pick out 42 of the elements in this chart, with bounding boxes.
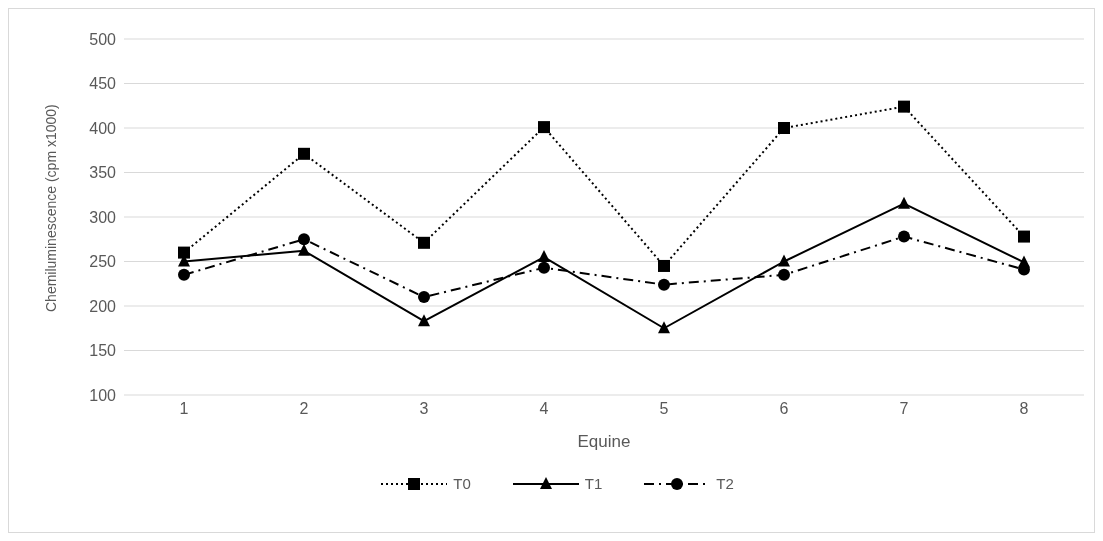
- point: [418, 236, 430, 249]
- x-tick-label: 6: [779, 400, 789, 418]
- point: [778, 268, 790, 281]
- y-tick-label: 350: [89, 164, 117, 182]
- point: [898, 196, 910, 209]
- point: [658, 278, 670, 291]
- x-tick-label: 7: [899, 400, 909, 418]
- y-tick-label: 500: [89, 30, 117, 48]
- point: [178, 268, 190, 281]
- x-tick-label: 2: [299, 400, 309, 418]
- point: [418, 291, 430, 304]
- y-tick-label: 300: [89, 208, 117, 226]
- point: [778, 254, 790, 267]
- y-tick-label: 200: [89, 297, 117, 315]
- point: [418, 314, 430, 327]
- point: [538, 261, 550, 274]
- y-tick-label: 400: [89, 119, 117, 137]
- y-tick-label: 250: [89, 253, 117, 271]
- x-axis-title: Equine: [577, 432, 631, 451]
- point: [298, 147, 310, 160]
- point: [1018, 230, 1030, 243]
- point: [538, 250, 550, 263]
- y-tick-label: 150: [89, 342, 117, 360]
- legend-label: T1: [584, 475, 603, 492]
- y-tick-label: 100: [89, 386, 117, 404]
- x-tick-label: 3: [419, 400, 429, 418]
- point: [778, 122, 790, 134]
- x-tick-label: 1: [179, 400, 189, 418]
- x-tick-label: 5: [659, 400, 669, 418]
- point: [538, 121, 550, 134]
- y-axis-title: Chemiluminescence (cpm x1000): [42, 104, 59, 312]
- point: [898, 100, 910, 113]
- x-tick-label: 4: [539, 400, 549, 418]
- x-tick-label: 8: [1019, 400, 1029, 418]
- y-tick-label: 450: [89, 75, 117, 93]
- legend-label: T0: [453, 475, 471, 492]
- point: [298, 233, 310, 246]
- point: [898, 230, 910, 243]
- point: [658, 259, 670, 272]
- legend-label: T2: [716, 475, 734, 492]
- point: [658, 321, 670, 334]
- point: [178, 246, 190, 259]
